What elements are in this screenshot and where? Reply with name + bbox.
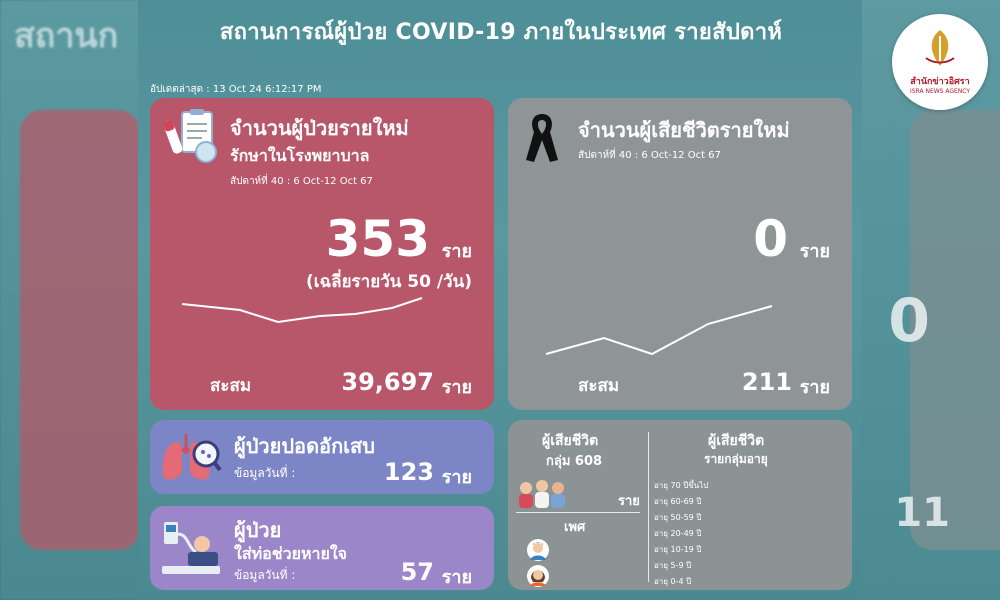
clipboard-icon — [164, 108, 224, 166]
female-icon — [526, 564, 550, 588]
backdrop-ghost-number: 0 — [888, 286, 930, 356]
ventilator-card: ผู้ป่วย ใส่ท่อช่วยหายใจ ข้อมูลวันที่ : 5… — [150, 506, 494, 590]
pneumonia-date-label: ข้อมูลวันที่ : — [234, 466, 296, 480]
deaths-breakdown-card: ผู้เสียชีวิต กลุ่ม 608 ราย เพศ ผู้เสียชี… — [508, 420, 852, 590]
age-group-item: อายุ 0-4 ปี — [654, 577, 692, 586]
ribbon-icon — [522, 110, 562, 166]
new-deaths-value: 0 — [753, 210, 788, 268]
new-deaths-cumulative-label: สะสม — [578, 376, 620, 396]
group-divider — [516, 512, 640, 513]
age-group-item: อายุ 10-19 ปี — [654, 545, 702, 554]
new-deaths-trend-line — [544, 298, 784, 358]
pneumonia-title: ผู้ป่วยปอดอักเสบ — [234, 434, 375, 458]
new-deaths-cumulative-unit: ราย — [799, 377, 830, 398]
infographic-poster: สถานการณ์ผู้ป่วย COVID-19 ภายในประเทศ รา… — [138, 0, 862, 600]
new-cases-unit: ราย — [441, 241, 472, 262]
new-cases-title: จำนวนผู้ป่วยรายใหม่ — [230, 116, 409, 140]
new-deaths-week: สัปดาห์ที่ 40 : 6 Oct-12 Oct 67 — [578, 150, 721, 161]
new-cases-cumulative-label: สะสม — [210, 376, 252, 396]
page-title: สถานการณ์ผู้ป่วย COVID-19 ภายในประเทศ รา… — [219, 20, 783, 45]
ventilator-title: ผู้ป่วย — [234, 518, 282, 542]
backdrop-left-title: สถานก — [14, 16, 119, 56]
pneumonia-value: 123 — [383, 458, 434, 486]
age-group-item: อายุ 60-69 ปี — [654, 497, 702, 506]
age-group-item: อายุ 70 ปีขึ้นไป — [654, 481, 709, 490]
group-608-subtitle: กลุ่ม 608 — [546, 454, 603, 469]
new-deaths-cumulative-value: 211 — [741, 368, 792, 396]
ventilator-patient-icon — [158, 514, 222, 582]
pen-icon — [922, 28, 958, 68]
logo-subtitle: ISRA NEWS AGENCY — [909, 88, 971, 95]
new-deaths-card: จำนวนผู้เสียชีวิตรายใหม่ สัปดาห์ที่ 40 :… — [508, 98, 852, 410]
elderly-group-icon — [516, 478, 572, 510]
group-608-unit: ราย — [618, 494, 640, 509]
age-group-list: อายุ 70 ปีขึ้นไป อายุ 60-69 ปี อายุ 50-5… — [654, 478, 708, 590]
ventilator-date-label: ข้อมูลวันที่ : — [234, 568, 296, 582]
group-608-title: ผู้เสียชีวิต — [542, 433, 599, 449]
sex-title: เพศ — [564, 520, 586, 535]
new-deaths-title: จำนวนผู้เสียชีวิตรายใหม่ — [578, 118, 790, 142]
age-group-item: อายุ 50-59 ปี — [654, 513, 702, 522]
logo-name: สำนักข่าวอิศรา — [910, 77, 970, 87]
age-group-item: อายุ 20-49 ปี — [654, 529, 702, 538]
new-cases-subtitle: รักษาในโรงพยาบาล — [230, 146, 370, 165]
backdrop-left-card — [20, 110, 140, 550]
male-icon — [526, 538, 550, 562]
new-cases-cumulative-value: 39,697 — [341, 368, 434, 396]
pneumonia-card: ผู้ป่วยปอดอักเสบ ข้อมูลวันที่ : 123 ราย — [150, 420, 494, 494]
lungs-icon — [158, 428, 222, 486]
backdrop-ghost-number: 11 — [894, 490, 950, 536]
new-cases-trend-line — [180, 294, 430, 334]
breakdown-divider — [648, 432, 649, 582]
backdrop-left: สถานก — [0, 0, 140, 600]
new-cases-cumulative-unit: ราย — [441, 377, 472, 398]
ventilator-value: 57 — [400, 558, 434, 586]
ventilator-subtitle: ใส่ท่อช่วยหายใจ — [234, 544, 348, 563]
isra-news-logo: สำนักข่าวอิศรา ISRA NEWS AGENCY — [892, 14, 988, 110]
age-subtitle: รายกลุ่มอายุ — [704, 452, 768, 466]
new-deaths-unit: ราย — [799, 241, 830, 262]
ventilator-unit: ราย — [441, 567, 472, 588]
age-group-item: อายุ 5-9 ปี — [654, 561, 692, 570]
last-updated: อัปเดตล่าสุด : 13 Oct 24 6:12:17 PM — [150, 84, 322, 95]
new-cases-week: สัปดาห์ที่ 40 : 6 Oct-12 Oct 67 — [230, 176, 373, 187]
age-title: ผู้เสียชีวิต — [708, 433, 765, 449]
new-cases-card: จำนวนผู้ป่วยรายใหม่ รักษาในโรงพยาบาล สัป… — [150, 98, 494, 410]
pneumonia-unit: ราย — [441, 467, 472, 488]
backdrop-right-card — [910, 110, 1000, 550]
new-cases-daily-average: (เฉลี่ยรายวัน 50 /วัน) — [306, 272, 472, 292]
new-cases-value: 353 — [325, 210, 430, 268]
